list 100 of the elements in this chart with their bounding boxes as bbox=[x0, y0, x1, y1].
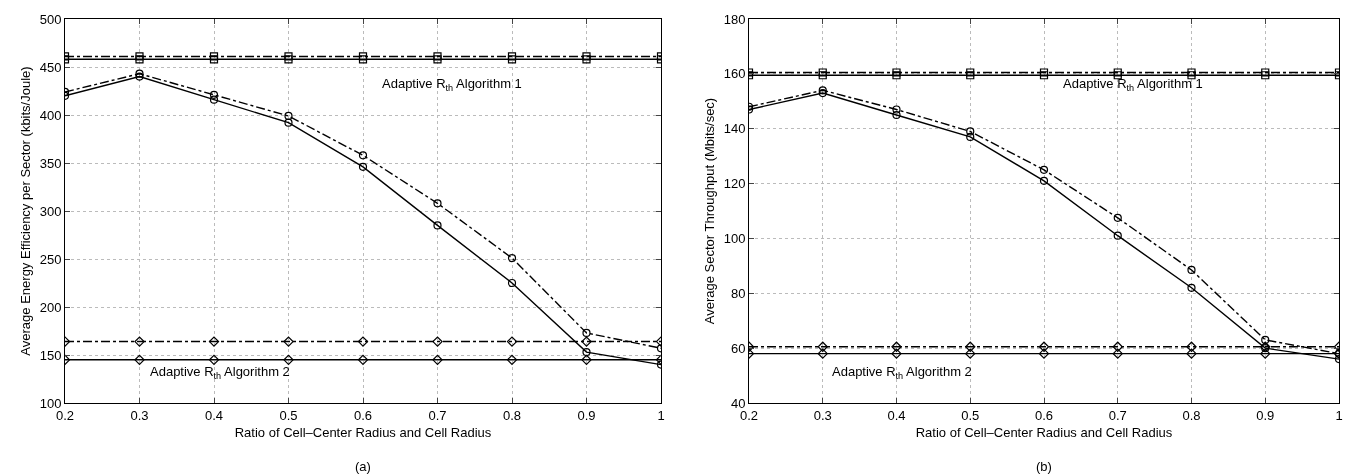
point bbox=[433, 199, 442, 208]
point bbox=[357, 336, 369, 347]
point bbox=[1039, 68, 1049, 77]
point bbox=[283, 336, 294, 347]
point bbox=[284, 118, 293, 127]
annotation: Adaptive R$_{th}$ Algorithm 2 bbox=[150, 364, 290, 381]
x-tick-label: 0.7 bbox=[1108, 407, 1127, 423]
x-tick-label: 0.5 bbox=[961, 407, 980, 423]
point bbox=[818, 86, 827, 95]
point bbox=[433, 55, 442, 64]
y-tick-label: 120 bbox=[723, 176, 746, 192]
point bbox=[1187, 71, 1196, 80]
point bbox=[507, 55, 517, 64]
point bbox=[1261, 71, 1270, 80]
point bbox=[284, 111, 293, 121]
x-tick-label: 0.6 bbox=[353, 407, 373, 423]
point bbox=[1038, 348, 1050, 359]
point bbox=[966, 132, 975, 142]
point bbox=[507, 253, 517, 263]
point bbox=[357, 354, 369, 365]
point bbox=[1186, 348, 1197, 359]
point bbox=[1113, 68, 1122, 77]
point bbox=[135, 52, 144, 61]
point bbox=[208, 336, 220, 347]
point bbox=[1039, 165, 1049, 174]
point bbox=[817, 341, 828, 352]
y-axis-title: Average Sector Throughput (Mbits/sec) bbox=[701, 97, 717, 325]
point bbox=[581, 336, 592, 347]
y-tick-label: 200 bbox=[39, 299, 62, 315]
point bbox=[818, 88, 827, 98]
point bbox=[892, 105, 901, 114]
point bbox=[1112, 348, 1123, 359]
annotation: Adaptive R$_{th}$ Algorithm 1 bbox=[1063, 76, 1203, 93]
point bbox=[1261, 68, 1270, 77]
point bbox=[135, 55, 144, 64]
point bbox=[432, 336, 443, 347]
point bbox=[1038, 341, 1050, 352]
point bbox=[209, 55, 219, 64]
point bbox=[892, 110, 901, 120]
point bbox=[891, 341, 902, 352]
y-tick-label: 250 bbox=[39, 251, 62, 267]
point bbox=[966, 127, 975, 136]
y-tick-label: 300 bbox=[39, 203, 62, 219]
x-tick-label: 1 bbox=[1335, 407, 1343, 423]
point bbox=[1039, 71, 1049, 80]
text: (b) bbox=[1036, 459, 1052, 474]
point bbox=[1261, 335, 1270, 345]
point bbox=[283, 354, 294, 365]
point bbox=[432, 354, 443, 365]
point bbox=[1112, 341, 1123, 352]
y-tick-label: 350 bbox=[39, 155, 62, 171]
point bbox=[134, 336, 145, 347]
y-tick-label: 60 bbox=[730, 340, 746, 356]
point bbox=[284, 52, 293, 61]
y-tick-label: 80 bbox=[730, 285, 746, 301]
point bbox=[892, 71, 901, 80]
point bbox=[1113, 213, 1122, 222]
y-tick-label: 400 bbox=[39, 107, 62, 123]
point bbox=[582, 52, 591, 61]
point bbox=[209, 52, 219, 61]
point bbox=[507, 52, 517, 61]
x-tick-label: 0.7 bbox=[428, 407, 447, 423]
point bbox=[506, 354, 518, 365]
y-tick-label: 450 bbox=[39, 59, 62, 75]
y-tick-label: 500 bbox=[39, 11, 62, 27]
point bbox=[358, 55, 368, 64]
point bbox=[135, 72, 144, 81]
point bbox=[135, 69, 144, 78]
point bbox=[358, 151, 368, 160]
y-tick-label: 160 bbox=[723, 66, 746, 82]
x-tick-label: 0.3 bbox=[130, 407, 149, 423]
x-tick-label: 0.5 bbox=[279, 407, 298, 423]
point bbox=[134, 354, 145, 365]
point bbox=[1113, 71, 1122, 80]
annotation: Adaptive R$_{th}$ Algorithm 2 bbox=[832, 364, 972, 381]
point bbox=[966, 71, 975, 80]
point bbox=[1039, 176, 1049, 185]
point bbox=[507, 278, 517, 288]
x-axis-title: Ratio of Cell–Center Radius and Cell Radius bbox=[234, 425, 492, 441]
annotation: Adaptive R$_{th}$ Algorithm 1 bbox=[382, 76, 522, 93]
point bbox=[966, 68, 975, 77]
point bbox=[965, 348, 976, 359]
point bbox=[582, 348, 591, 357]
point bbox=[965, 341, 976, 352]
point bbox=[433, 52, 442, 61]
point bbox=[506, 336, 518, 347]
text: (a) bbox=[355, 459, 371, 474]
point bbox=[1113, 231, 1122, 240]
point bbox=[582, 328, 591, 338]
point bbox=[209, 95, 219, 104]
y-tick-label: 150 bbox=[39, 347, 62, 363]
point bbox=[433, 221, 442, 230]
x-tick-label: 0.9 bbox=[577, 407, 596, 423]
point bbox=[891, 348, 902, 359]
point bbox=[892, 68, 901, 77]
point bbox=[358, 52, 368, 61]
point bbox=[818, 71, 827, 80]
y-tick-label: 100 bbox=[723, 230, 746, 246]
x-tick-label: 0.4 bbox=[887, 407, 906, 423]
point bbox=[817, 348, 828, 359]
